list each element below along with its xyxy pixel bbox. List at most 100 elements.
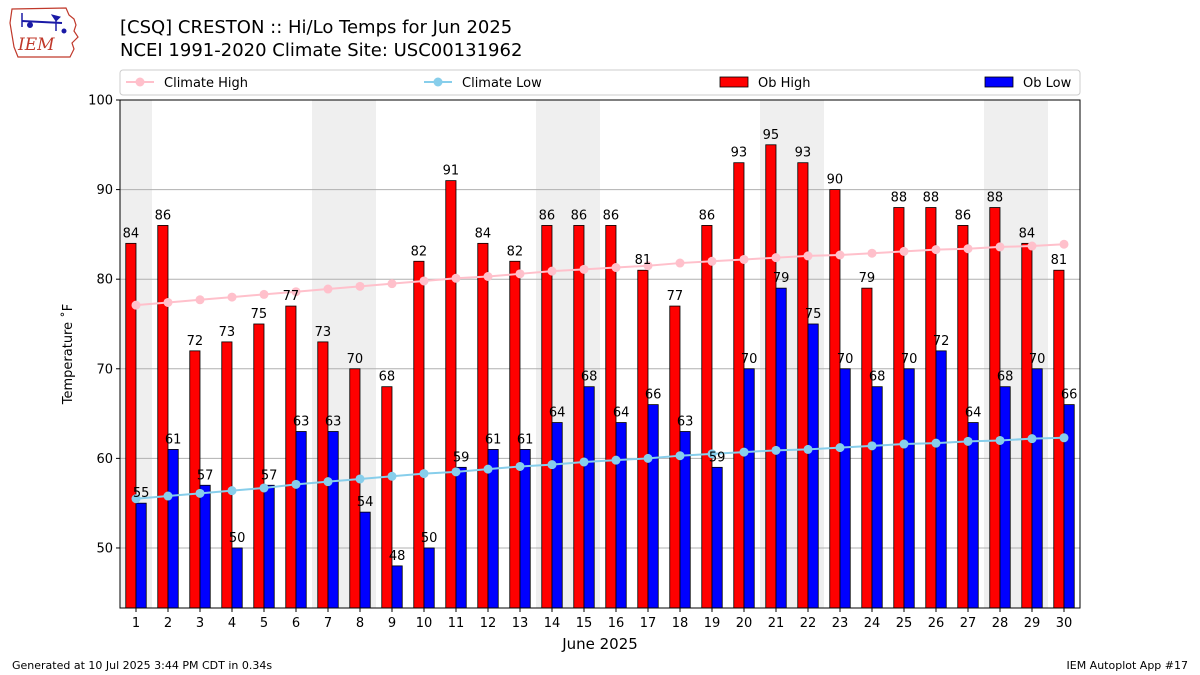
chart-subtitle: NCEI 1991-2020 Climate Site: USC00131962 — [120, 40, 523, 61]
climate-low-point — [195, 488, 205, 498]
legend-box — [119, 69, 1081, 96]
climate-high-point — [611, 263, 621, 273]
ob-high-label: 82 — [507, 244, 524, 259]
legend-label: Ob High — [758, 76, 811, 91]
x-tick-label: 27 — [960, 616, 977, 631]
climate-low-point — [323, 477, 333, 487]
climate-low-point — [387, 471, 397, 481]
ob-low-label: 66 — [645, 388, 662, 403]
ob-high-label: 70 — [347, 352, 364, 367]
climate-high-point — [835, 250, 845, 260]
ob-high-bar — [477, 242, 489, 609]
climate-low-point — [899, 439, 909, 449]
x-tick-label: 4 — [228, 616, 236, 631]
climate-low-line — [135, 436, 1065, 500]
x-tick-label: 24 — [864, 616, 881, 631]
climate-high-point — [131, 300, 141, 310]
ob-low-bar — [1031, 368, 1043, 609]
ob-low-bar — [263, 484, 275, 609]
ob-high-bar — [157, 225, 169, 609]
climate-low-point — [515, 461, 525, 471]
ob-low-bar — [135, 502, 147, 609]
climate-high-point — [547, 266, 557, 276]
ob-high-label: 88 — [923, 191, 940, 206]
climate-low-point — [739, 447, 749, 457]
x-tick-label: 23 — [832, 616, 849, 631]
ob-low-bar — [327, 431, 339, 609]
legend-label: Climate High — [164, 76, 248, 91]
climate-high-point — [707, 256, 717, 266]
climate-high-point — [163, 297, 173, 307]
climate-low-point — [931, 438, 941, 448]
climate-low-point — [867, 441, 877, 451]
climate-low-point — [579, 457, 589, 467]
ob-low-label: 72 — [933, 334, 950, 349]
climate-high-point — [291, 287, 301, 297]
ob-high-label: 91 — [443, 164, 460, 179]
ob-low-bar — [967, 422, 979, 609]
ob-low-label: 63 — [677, 414, 694, 429]
climate-high-point — [963, 244, 973, 254]
ob-low-bar — [359, 511, 371, 609]
ob-high-label: 84 — [123, 226, 140, 241]
ob-low-label: 68 — [581, 370, 598, 385]
climate-high-point — [227, 292, 237, 302]
climate-low-point — [131, 494, 141, 504]
ob-low-label: 63 — [293, 414, 310, 429]
ob-low-label: 50 — [229, 531, 246, 546]
climate-low-point — [675, 451, 685, 461]
x-tick-label: 12 — [480, 616, 497, 631]
iem-logo: IEM — [9, 7, 79, 58]
x-axis-label: June 2025 — [561, 635, 638, 653]
climate-low-point — [1059, 433, 1069, 443]
legend-bar-swatch — [984, 76, 1014, 88]
ob-high-label: 68 — [379, 370, 396, 385]
x-tick-label: 21 — [768, 616, 785, 631]
climate-low-point — [963, 436, 973, 446]
climate-low-point — [803, 444, 813, 454]
chart-title: [CSQ] CRESTON :: Hi/Lo Temps for Jun 202… — [120, 17, 513, 38]
ob-low-bar — [391, 565, 403, 609]
x-tick-label: 8 — [356, 616, 364, 631]
x-tick-label: 1 — [132, 616, 140, 631]
ob-high-label: 81 — [635, 253, 652, 268]
ob-low-bar — [199, 484, 211, 609]
ob-low-label: 70 — [1029, 352, 1046, 367]
ob-high-label: 72 — [187, 334, 204, 349]
x-tick-label: 19 — [704, 616, 721, 631]
generated-timestamp: Generated at 10 Jul 2025 3:44 PM CDT in … — [12, 659, 273, 672]
ob-high-label: 86 — [699, 208, 716, 223]
x-tick-label: 28 — [992, 616, 1009, 631]
ob-high-bar — [765, 144, 777, 609]
ob-low-bar — [807, 323, 819, 609]
climate-high-line — [135, 243, 1065, 307]
ob-low-label: 57 — [197, 468, 214, 483]
ob-high-bar — [573, 225, 585, 609]
ob-low-bar — [999, 386, 1011, 609]
ob-low-bar — [583, 386, 595, 609]
ob-low-bar — [743, 368, 755, 609]
climate-high-point — [739, 254, 749, 264]
x-tick-label: 3 — [196, 616, 204, 631]
ob-low-label: 59 — [709, 450, 726, 465]
ob-high-label: 93 — [731, 146, 748, 161]
legend-marker — [433, 77, 443, 87]
ob-low-label: 48 — [389, 549, 406, 564]
x-tick-label: 11 — [448, 616, 465, 631]
ob-high-label: 84 — [1019, 226, 1036, 241]
y-tick-label: 80 — [96, 273, 113, 288]
ob-high-bar — [285, 305, 297, 609]
ob-high-bar — [125, 242, 137, 609]
ob-low-label: 66 — [1061, 388, 1078, 403]
ob-high-bar — [253, 323, 265, 609]
ob-high-label: 73 — [315, 325, 332, 340]
climate-high-point — [995, 242, 1005, 252]
ob-high-bar — [893, 207, 905, 609]
climate-low-point — [419, 469, 429, 479]
climate-high-point — [1059, 239, 1069, 249]
weather-station-icon — [21, 13, 67, 34]
climate-high-point — [643, 261, 653, 271]
ob-low-bar — [295, 431, 307, 609]
ob-high-bar — [381, 386, 393, 609]
ob-low-label: 63 — [325, 414, 342, 429]
